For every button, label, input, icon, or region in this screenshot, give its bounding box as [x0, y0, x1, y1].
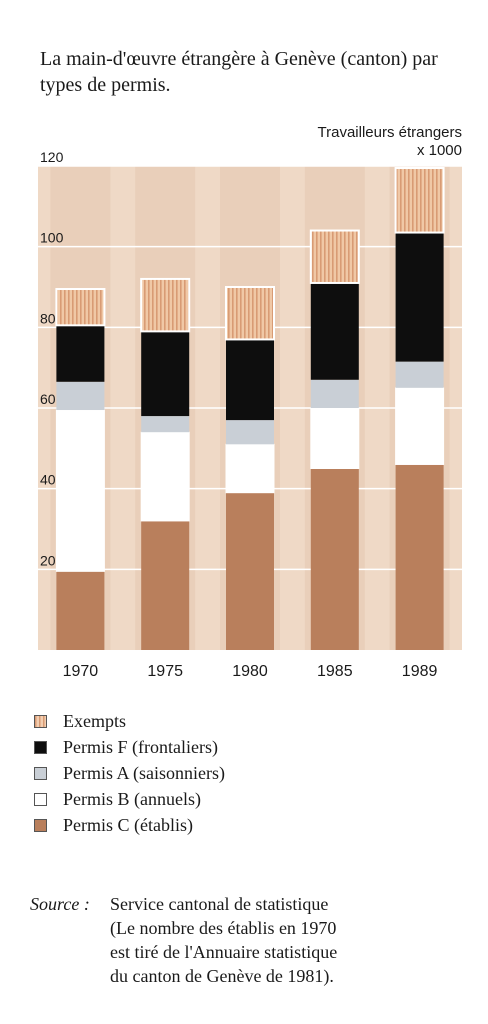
bar-segment — [395, 232, 444, 362]
legend-item-permis-b: Permis B (annuels) — [34, 786, 464, 812]
y-unit-line-2: x 1000 — [416, 142, 462, 159]
y-tick-label: 20 — [40, 552, 56, 568]
x-tick-label: 1980 — [232, 663, 268, 680]
y-tick-label: 100 — [40, 230, 64, 246]
bar-segment — [226, 287, 274, 340]
bar-segment — [310, 282, 359, 380]
legend-label: Permis F (frontaliers) — [63, 736, 218, 757]
bar-segment — [310, 468, 359, 650]
bar-segment — [141, 278, 190, 332]
legend-swatch-permis-a — [34, 766, 47, 780]
legend-label: Permis B (annuels) — [63, 788, 201, 809]
legend-label: Exempts — [63, 710, 126, 731]
legend-item-permis-a: Permis A (saisonniers) — [34, 760, 464, 786]
y-tick-label: 120 — [40, 149, 64, 165]
stacked-bar-chart: 20 40 60 80 100 120 1970 1975 1980 1985 1989 — [38, 149, 462, 680]
source-note: Source : Service cantonal de statistique… — [30, 892, 470, 988]
legend-swatch-exempts — [34, 714, 47, 728]
legend-label: Permis A (saisonniers) — [63, 762, 225, 783]
x-tick-label: 1989 — [402, 663, 438, 680]
bar-segment — [141, 416, 190, 433]
source-line-4: du canton de Genève de 1981). — [110, 966, 334, 986]
legend-item-permis-f: Permis F (frontaliers) — [34, 734, 464, 760]
bar-segment — [395, 361, 444, 388]
chart-title: La main-d'œuvre étrangère à Genève (cant… — [40, 48, 438, 96]
bar-segment — [395, 168, 444, 233]
bar-segment — [310, 407, 360, 469]
source-label: Source : — [30, 894, 90, 914]
y-tick-label: 60 — [40, 391, 56, 407]
legend-swatch-permis-c — [34, 818, 47, 832]
bar-segment — [141, 331, 190, 417]
bar-segment — [55, 409, 105, 572]
bar-cap-outline — [225, 286, 275, 341]
bar-segment — [56, 325, 105, 382]
legend-swatch-permis-b — [34, 792, 47, 806]
bar-segment — [226, 492, 274, 650]
bar-segment — [140, 431, 190, 522]
bar-segment — [225, 443, 275, 494]
bar-segment — [56, 381, 105, 411]
x-tick-label: 1970 — [63, 663, 99, 680]
y-tick-label: 80 — [40, 310, 56, 326]
y-ticks: 20 40 60 80 100 120 — [40, 149, 64, 568]
y-unit-line-1: Travailleurs étrangers — [317, 124, 463, 141]
source-line-2: (Le nombre des établis en 1970 — [110, 918, 337, 938]
legend-item-exempts: Exempts — [34, 708, 464, 734]
legend: Exempts Permis F (frontaliers) Permis A … — [34, 708, 464, 838]
bar-segment — [395, 464, 444, 650]
bar-segment — [395, 387, 445, 465]
legend-label: Permis C (établis) — [63, 814, 193, 835]
bar-segment — [141, 520, 190, 650]
x-tick-label: 1985 — [317, 663, 353, 680]
bar-segment — [310, 379, 359, 408]
bar-segment — [226, 339, 274, 421]
bar-segment — [226, 420, 274, 445]
source-text: Service cantonal de statistique (Le nomb… — [110, 892, 470, 988]
legend-item-permis-c: Permis C (établis) — [34, 812, 464, 838]
bar-segment — [56, 571, 105, 650]
x-tick-label: 1975 — [147, 663, 183, 680]
y-tick-label: 40 — [40, 472, 56, 488]
bar-cap-outline — [140, 277, 191, 333]
bar-segment — [56, 289, 105, 326]
legend-swatch-permis-f — [34, 740, 47, 754]
bar-cap-outline — [55, 288, 106, 327]
bar-segment — [310, 230, 359, 283]
bar-cap-outline — [309, 229, 360, 284]
source-line-1: Service cantonal de statistique — [110, 894, 329, 914]
x-ticks: 1970 1975 1980 1985 1989 — [63, 663, 438, 680]
y-axis-unit: Travailleurs étrangers x 1000 — [318, 124, 463, 160]
bar-cap-outline — [394, 167, 445, 234]
bars — [55, 167, 445, 650]
source-line-3: est tiré de l'Annuaire statistique — [110, 942, 338, 962]
